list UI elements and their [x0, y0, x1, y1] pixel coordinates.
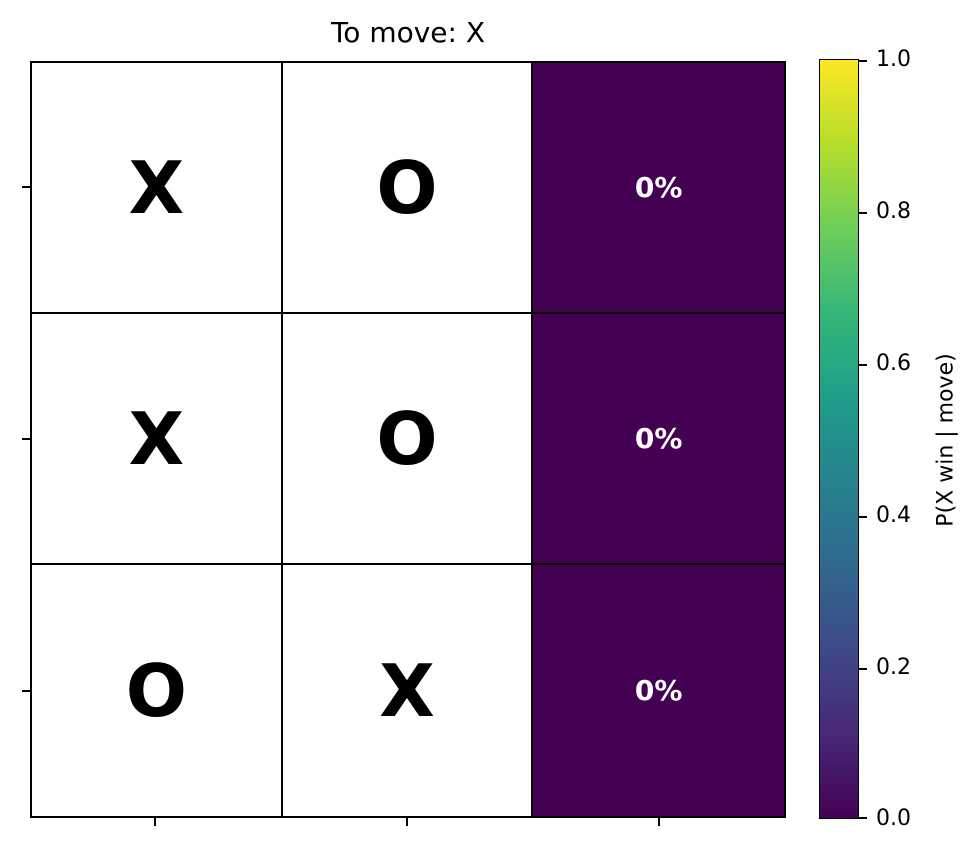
x-axis-tick	[154, 818, 156, 826]
turn-title: To move: X	[330, 16, 486, 49]
colorbar-tick	[859, 212, 867, 214]
board-cell[interactable]: X	[32, 63, 283, 314]
colorbar-tick-label: 0.0	[876, 806, 911, 831]
x-axis-tick	[658, 818, 660, 826]
board-cell[interactable]: O	[282, 314, 534, 565]
board-cell-empty[interactable]: 0%	[533, 565, 784, 816]
colorbar-tick	[859, 60, 867, 62]
cell-mark: X	[128, 396, 185, 481]
colorbar-tick	[859, 364, 867, 366]
colorbar-tick-label: 0.6	[876, 351, 911, 376]
board-cell[interactable]: X	[32, 314, 283, 565]
board-cell[interactable]: O	[282, 63, 534, 314]
board-cell-empty[interactable]: 0%	[533, 314, 784, 565]
colorbar-tick-label: 0.2	[876, 655, 911, 680]
board-cell-empty[interactable]: 0%	[533, 63, 784, 314]
cell-mark: O	[376, 396, 438, 481]
win-probability-label: 0%	[634, 421, 683, 455]
cell-mark: O	[376, 145, 438, 230]
y-axis-tick	[22, 438, 30, 440]
tic-tac-toe-board: X O 0% X O 0% O X 0%	[30, 61, 786, 818]
colorbar-axis-label: P(X win | move)	[933, 353, 959, 527]
win-probability-label: 0%	[634, 673, 683, 707]
colorbar-tick	[859, 516, 867, 518]
colorbar-tick-label: 1.0	[876, 47, 911, 72]
cell-mark: X	[128, 145, 185, 230]
colorbar-tick	[859, 668, 867, 670]
board-cell[interactable]: X	[282, 565, 534, 816]
colorbar-tick-label: 0.4	[876, 503, 911, 528]
board-cell[interactable]: O	[32, 565, 283, 816]
win-probability-label: 0%	[634, 170, 683, 204]
y-axis-tick	[22, 690, 30, 692]
y-axis-tick	[22, 186, 30, 188]
cell-mark: O	[125, 648, 187, 733]
board-area: X O 0% X O 0% O X 0%	[30, 61, 786, 818]
x-axis-tick	[406, 818, 408, 826]
cell-mark: X	[379, 648, 435, 733]
colorbar-tick	[859, 817, 867, 819]
colorbar	[819, 59, 859, 819]
colorbar-tick-label: 0.8	[876, 199, 911, 224]
